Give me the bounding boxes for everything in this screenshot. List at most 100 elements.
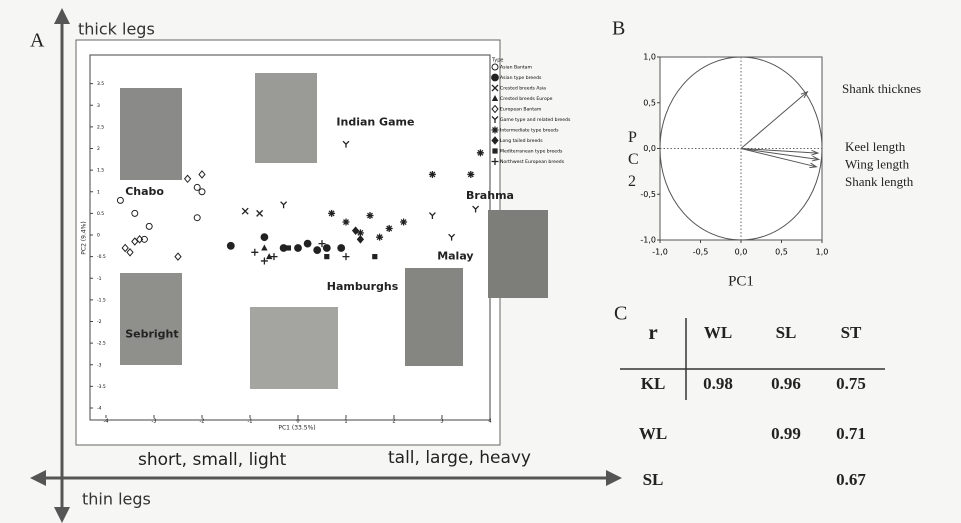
photo: [120, 273, 182, 365]
legend-label: Asian type breeds: [500, 75, 542, 81]
legend-marker: [492, 148, 497, 153]
legend-marker: [492, 74, 499, 81]
table-cell: 0.75: [836, 374, 866, 393]
legend-label: Mediterranean type breeds: [500, 149, 563, 155]
y-tick-label: -1,0: [640, 236, 656, 245]
annotation: Sebright: [125, 327, 178, 340]
x-tick-label: -1,0: [652, 248, 668, 257]
point: [261, 234, 268, 241]
point: [367, 212, 374, 219]
x-tick-label: 1,0: [816, 248, 829, 257]
axis-caption: thick legs: [78, 20, 155, 39]
figure: A thick legs thin legs short, small, lig…: [0, 0, 961, 523]
legend-label: Northwest European breeds: [500, 159, 565, 165]
y-tick-label: 2: [97, 146, 100, 152]
y-tick-label: -3: [97, 362, 102, 368]
legend-label: Intermediate type breeds: [500, 128, 559, 134]
point: [304, 240, 311, 247]
x-axis-title: PC1: [728, 273, 754, 289]
legend-label: Crested breeds Asia: [500, 86, 546, 92]
y-tick-label: 1,0: [643, 53, 656, 62]
axis-caption: short, small, light: [138, 450, 287, 470]
x-axis-title: PC1 (33.5%): [278, 425, 315, 432]
point: [372, 254, 377, 259]
x-tick-label: 0: [296, 419, 299, 425]
legend-label: Game type and related breeds: [500, 117, 571, 123]
table-cell: 0.67: [836, 470, 866, 489]
point: [286, 245, 291, 250]
y-tick-label: 3: [97, 103, 100, 109]
panel-label: C: [614, 303, 627, 325]
table-header: SL: [776, 323, 797, 342]
panel-label: B: [612, 18, 625, 40]
panel-label: A: [30, 30, 45, 52]
x-tick-label: 3: [440, 419, 443, 425]
y-tick-label: 0,5: [643, 98, 656, 107]
y-tick-label: -2.5: [97, 341, 106, 347]
y-tick-label: -0.5: [97, 254, 106, 260]
legend-marker: [492, 127, 499, 134]
y-axis-title: PC2 (9.4%): [81, 221, 88, 254]
vector-label: Shank length: [845, 174, 914, 189]
x-tick-label: -0,5: [693, 248, 709, 257]
table-cell: 0.96: [771, 374, 801, 393]
x-tick-label: -4: [104, 419, 109, 425]
legend-label: Long tailed breeds: [500, 138, 543, 144]
x-tick-label: -3: [152, 419, 157, 425]
point: [295, 245, 302, 252]
point: [386, 225, 393, 232]
table-header: r: [648, 320, 657, 344]
photo: [255, 73, 317, 163]
table-header: ST: [841, 323, 862, 342]
y-tick-label: -1.5: [97, 297, 106, 303]
y-tick-label: -3.5: [97, 384, 106, 390]
y-tick-label: 1: [97, 189, 100, 195]
y-tick-label: -4: [97, 406, 102, 412]
x-tick-label: 0,5: [775, 248, 788, 257]
x-tick-label: -2: [200, 419, 205, 425]
point: [343, 219, 350, 226]
point: [227, 242, 234, 249]
annotation: Hamburghs: [327, 280, 399, 293]
x-tick-label: 4: [488, 419, 491, 425]
point: [314, 247, 321, 254]
table-cell: 0.71: [836, 424, 866, 443]
point: [477, 149, 484, 156]
y-tick-label: 1.5: [97, 168, 104, 174]
row-header: WL: [639, 424, 667, 443]
photo: [120, 88, 182, 180]
annotation: Chabo: [125, 185, 164, 198]
row-header: KL: [641, 374, 666, 393]
x-tick-label: -1: [248, 419, 253, 425]
row-header: SL: [643, 470, 664, 489]
y-tick-label: -1: [97, 276, 102, 282]
photo: [250, 307, 338, 389]
y-tick-label: 0: [97, 233, 100, 239]
axis-caption: thin legs: [82, 490, 151, 509]
point: [328, 210, 335, 217]
y-tick-label: -2: [97, 319, 102, 325]
y-tick-label: -0,5: [640, 190, 656, 199]
annotation: Indian Game: [336, 116, 414, 129]
legend-label: Crested breeds Europe: [500, 96, 553, 102]
photo: [405, 268, 463, 366]
axis-caption: tall, large, heavy: [388, 448, 531, 468]
point: [400, 219, 407, 226]
y-tick-label: 2.5: [97, 124, 104, 130]
legend-label: Asian Bantam: [500, 65, 532, 71]
y-tick-label: 0.5: [97, 211, 104, 217]
table-cell: 0.99: [771, 424, 801, 443]
x-tick-label: 2: [392, 419, 395, 425]
vector-label: Shank thicknes: [842, 81, 921, 96]
annotation: Malay: [437, 250, 473, 263]
point: [467, 171, 474, 178]
table-header: WL: [704, 323, 732, 342]
y-tick-label: 3.5: [97, 81, 104, 87]
vector-label: Wing length: [845, 156, 910, 171]
x-tick-label: 1: [344, 419, 347, 425]
point: [429, 171, 436, 178]
photo: [488, 210, 548, 298]
table-cell: 0.98: [703, 374, 733, 393]
x-tick-label: 0,0: [735, 248, 748, 257]
point: [376, 234, 383, 241]
